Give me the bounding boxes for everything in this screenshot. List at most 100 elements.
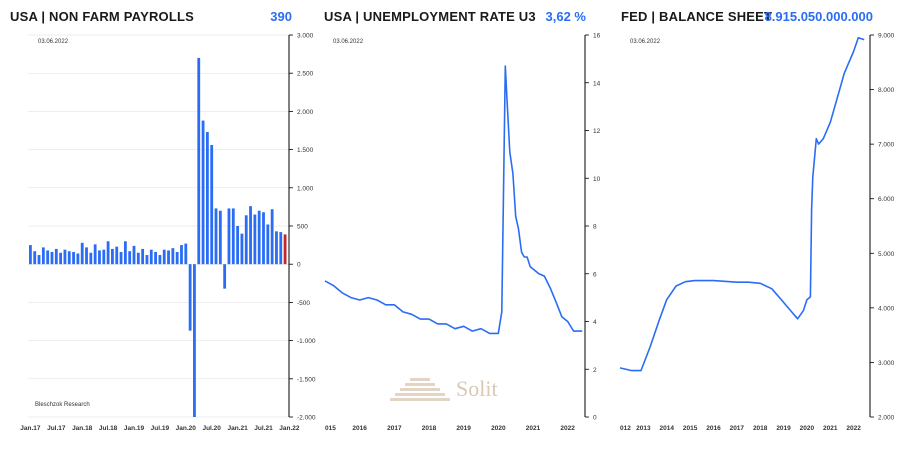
bar (102, 249, 106, 265)
y-tick-label: 2 (593, 367, 597, 374)
bar (80, 242, 84, 265)
y-tick-label: 0 (297, 262, 301, 269)
x-tick-label: Jan.19 (124, 425, 145, 432)
x-tick-label: 2021 (526, 425, 541, 432)
bar (63, 249, 67, 265)
y-tick-label: -1.000 (297, 338, 316, 345)
chart-date: 03.06.2022 (333, 39, 364, 45)
y-tick-label: 14 (593, 80, 601, 87)
x-tick-label: Jan.22 (279, 425, 300, 432)
x-tick-label: Jul.21 (254, 425, 273, 432)
y-tick-label: -500 (297, 300, 310, 307)
x-tick-label: 2020 (491, 425, 506, 432)
bar (236, 226, 240, 265)
panel-value: 3,62 % (545, 9, 586, 24)
bar (188, 264, 192, 331)
bar (218, 210, 222, 265)
source-label: Bleschzok Research (35, 402, 90, 408)
balance-sheet-chart: 2.000 3.000 4.000 5.000 6.000 7.000 8.000 9.000… (619, 33, 895, 432)
y-tick-label: 1.000 (297, 185, 314, 192)
unemployment-panel: USA | UNEMPLOYMENT RATE U3 3,62 % 03.06.… (300, 0, 601, 450)
x-tick-label: 2018 (753, 425, 768, 432)
bar (33, 251, 37, 265)
y-tick-label: 1.500 (297, 147, 314, 154)
bar (197, 57, 201, 265)
y-tick-label: 0 (593, 415, 597, 422)
x-tick-label: 2017 (387, 425, 402, 432)
x-tick-label: 2022 (846, 425, 861, 432)
bar (59, 252, 63, 265)
x-tick-label: 2014 (659, 425, 674, 432)
payrolls-chart: -2.000 -1.500 -1.000 -500 0 500 1.000 1.500 2.00… (20, 33, 316, 433)
x-tick-label: Jan.17 (20, 425, 41, 432)
y-tick-label: 9.000 (878, 33, 895, 40)
y-tick-label: 10 (593, 176, 601, 183)
y-tick-label: 6.000 (878, 196, 895, 203)
x-tick-label: Jul.20 (202, 425, 221, 432)
bar (167, 250, 170, 265)
bar (54, 248, 58, 265)
chart-date: 03.06.2022 (630, 39, 661, 45)
pyramid-icon (390, 378, 450, 401)
bar (128, 251, 132, 265)
bar (149, 249, 153, 265)
bar (37, 255, 41, 265)
payrolls-panel: USA | NON FARM PAYROLLS 390 03.06.2022 B… (0, 0, 316, 450)
bar (253, 214, 257, 265)
y-tick-label: 12 (593, 128, 601, 135)
bar (205, 132, 209, 265)
panel-title: USA | UNEMPLOYMENT RATE U3 (324, 9, 536, 24)
bar (184, 243, 188, 265)
y-tick-label: 4 (593, 319, 597, 326)
bar (136, 252, 140, 265)
x-tick-label: 2015 (683, 425, 698, 432)
bar (249, 206, 252, 265)
bar (262, 212, 265, 265)
bar (106, 241, 110, 265)
bar (244, 215, 248, 265)
bar (171, 248, 175, 265)
x-tick-label: 2018 (422, 425, 437, 432)
x-tick-label: 012 (620, 425, 631, 432)
bar (227, 208, 231, 265)
solit-logo: Solit (390, 372, 520, 412)
panel-title: FED | BALANCE SHEET (621, 9, 773, 24)
bar (72, 251, 75, 265)
x-tick-label: 2020 (800, 425, 815, 432)
bar (162, 249, 166, 265)
y-tick-label: 8.000 (878, 87, 895, 94)
bar (67, 251, 71, 265)
bar (141, 248, 145, 265)
bar (270, 209, 274, 265)
x-tick-label: 2019 (776, 425, 791, 432)
y-tick-label: -1.500 (297, 376, 316, 383)
bar (111, 248, 114, 265)
watermark-text: Solit (456, 376, 498, 401)
x-tick-label: 2019 (456, 425, 471, 432)
x-tick-label: Jan.20 (176, 425, 197, 432)
bar (231, 208, 235, 265)
bar (175, 251, 179, 265)
y-tick-label: 7.000 (878, 142, 895, 149)
series-line (619, 36, 865, 372)
x-tick-label: 2016 (352, 425, 367, 432)
y-tick-label: 500 (297, 224, 308, 231)
x-tick-label: 2016 (706, 425, 721, 432)
bar (275, 231, 278, 265)
bar (89, 252, 93, 265)
x-tick-label: Jul.18 (99, 425, 118, 432)
y-tick-label: 2.000 (878, 415, 895, 422)
y-tick-label: 3.000 (878, 360, 895, 367)
bar (158, 255, 162, 265)
x-tick-label: 2017 (730, 425, 745, 432)
bar (257, 210, 261, 265)
bar (214, 208, 218, 265)
y-tick-label: 16 (593, 33, 601, 40)
y-tick-label: 3.000 (297, 33, 314, 40)
bar (132, 245, 136, 265)
chart-date: 03.06.2022 (38, 39, 69, 45)
y-tick-label: 5.000 (878, 251, 895, 258)
unemployment-chart: 0 2 4 6 8 10 12 14 16 015 2016 2017 2018 2019 2020 2021… (324, 33, 601, 432)
bar (223, 264, 227, 289)
bar (145, 255, 149, 265)
